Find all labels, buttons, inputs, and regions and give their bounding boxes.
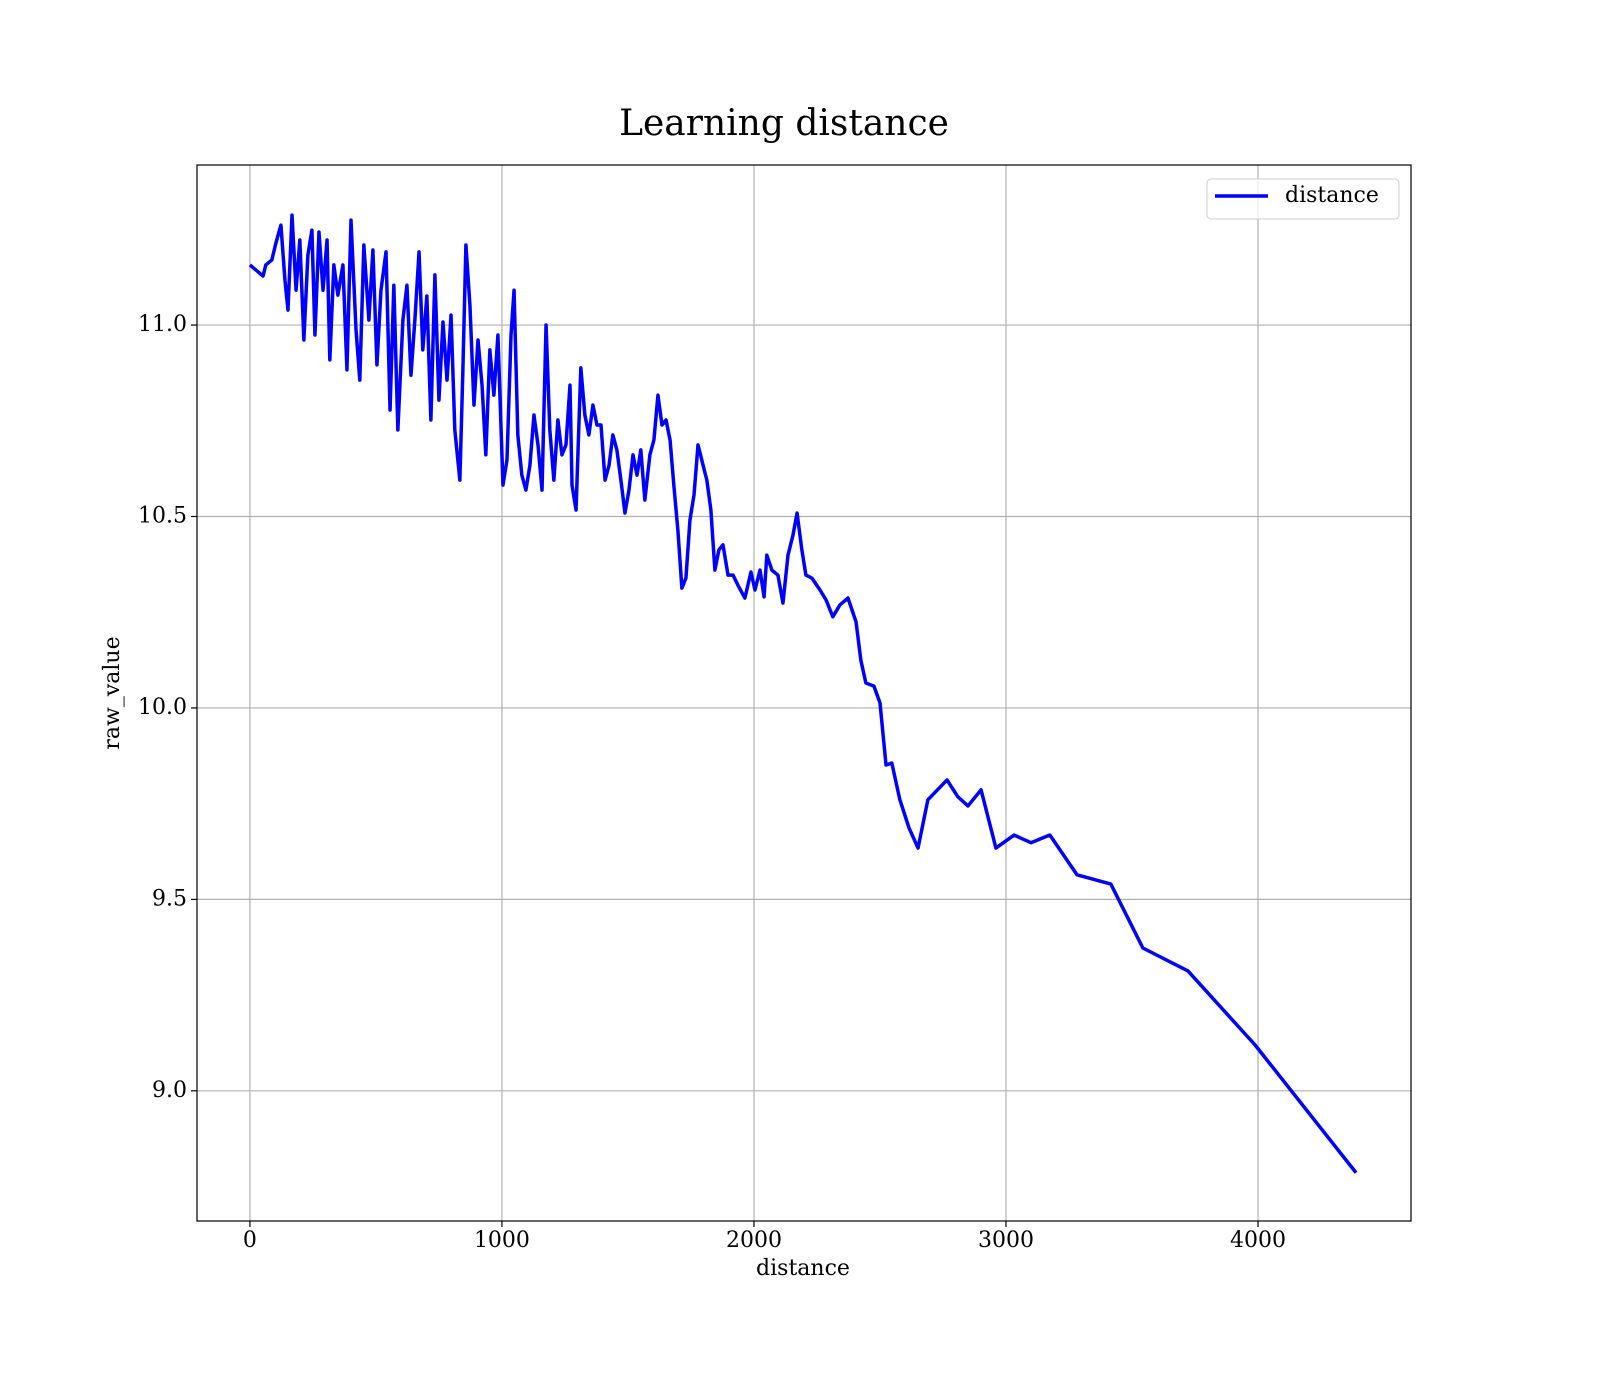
y-tick-label: 10.0 xyxy=(138,695,187,720)
data-line xyxy=(248,213,1358,1174)
legend-label: distance xyxy=(1285,183,1379,208)
x-tick-label: 4000 xyxy=(1230,1228,1286,1253)
x-tick-label: 1000 xyxy=(474,1228,530,1253)
y-tick-label: 9.0 xyxy=(152,1078,187,1103)
x-tick-label: 0 xyxy=(243,1228,257,1253)
y-axis-label: raw_value xyxy=(100,636,125,749)
x-axis-label: distance xyxy=(756,1256,850,1281)
y-tick-label: 9.5 xyxy=(152,886,187,911)
x-tick-label: 3000 xyxy=(978,1228,1034,1253)
legend-box xyxy=(1206,178,1400,220)
legend: distance xyxy=(1206,178,1400,220)
axes-frame xyxy=(196,164,1412,1222)
x-tick-label: 2000 xyxy=(726,1228,782,1253)
y-tick-label: 11.0 xyxy=(138,312,187,337)
y-tick-label: 10.5 xyxy=(138,503,187,528)
grid xyxy=(197,165,1411,1221)
chart-title: Learning distance xyxy=(619,103,949,144)
plot xyxy=(248,213,1358,1174)
